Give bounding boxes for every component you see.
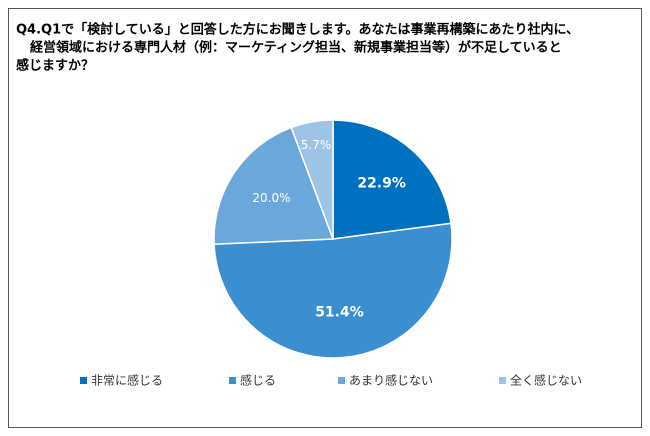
legend-label: 全く感じない	[510, 373, 582, 388]
legend-label: 非常に感じる	[91, 373, 163, 388]
chart-title: Q4.Q1で「検討している」と回答した方にお聞きします。あなたは事業再構築にあた…	[16, 22, 579, 38]
pie-slice	[213, 222, 453, 359]
pie-slice	[290, 119, 334, 240]
legend-label: 感じる	[240, 373, 276, 388]
data-label: 51.4%	[315, 304, 364, 320]
data-label: 5.7%	[301, 138, 332, 152]
legend-swatch	[80, 377, 87, 384]
legend-swatch	[229, 377, 236, 384]
legend-swatch	[338, 377, 345, 384]
pie-slice	[213, 126, 335, 246]
legend-label: あまり感じない	[349, 373, 433, 388]
pie-slice	[332, 119, 452, 240]
legend-swatch	[499, 377, 506, 384]
chart-title: 感じますか？	[16, 58, 94, 74]
data-label: 22.9%	[357, 176, 406, 192]
data-label: 20.0%	[252, 191, 290, 205]
chart-title: 経営領域における専門人材（例：マーケティング担当、新規事業担当等）が不足している…	[30, 40, 562, 56]
